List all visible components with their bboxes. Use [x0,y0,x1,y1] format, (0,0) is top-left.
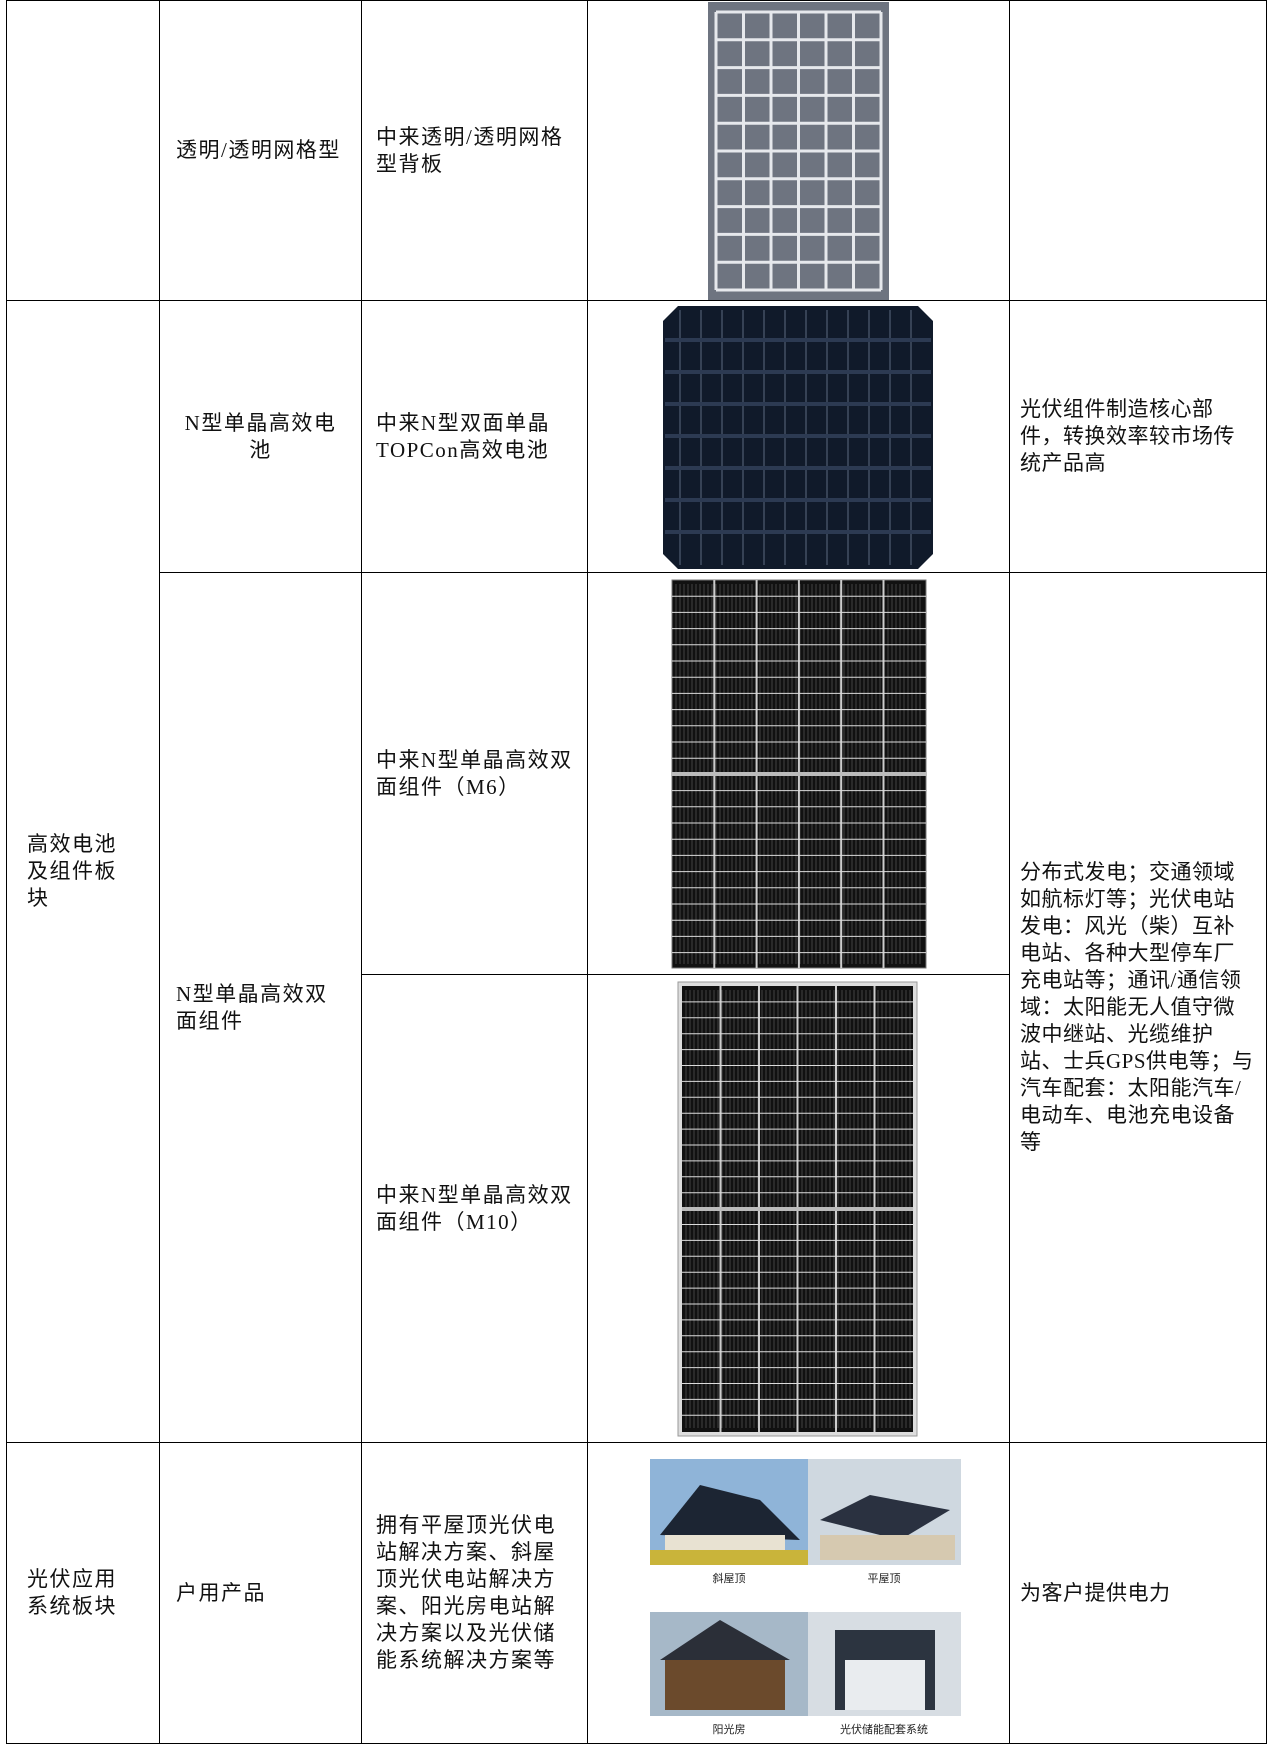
application: 光伏组件制造核心部件，转换效率较市场传统产品高 [1020,397,1235,475]
product-name: 拥有平屋顶光伏电站解决方案、斜屋顶光伏电站解决方案、阳光房电站解决方案以及光伏储… [376,1513,556,1672]
product: 透明/透明网格型 [176,138,341,162]
product-name: 中来N型双面单晶TOPCon高效电池 [376,410,551,462]
application-cell: 分布式发电；交通领域如航标灯等；光伏电站发电：风光（柴）互补电站、各种大型停车厂… [1009,572,1267,1443]
product-name: 中来透明/透明网格型背板 [376,124,564,176]
house-photos [650,1459,961,1716]
image-caption: 光伏储能配套系统 [840,1722,928,1736]
segment: 光伏应用系统板块 [27,1567,117,1618]
name-cell: 中来N型双面单晶TOPCon高效电池 [361,300,588,573]
image-caption: 斜屋顶 [713,1572,746,1585]
segment: 高效电池及组件板块 [27,832,117,910]
product: 户用产品 [176,1580,266,1605]
product: N型单晶高效电池 [184,410,337,462]
product-name: 中来N型单晶高效双面组件（M10） [376,1182,573,1234]
product-cell: N型单晶高效电池 [159,300,362,573]
image-caption: 阳光房 [713,1722,746,1736]
application: 为客户提供电力 [1020,1580,1171,1605]
image-caption: 平屋顶 [868,1572,901,1585]
product: N型单晶高效双面组件 [176,981,328,1033]
application-cell: 光伏组件制造核心部件，转换效率较市场传统产品高 [1009,300,1267,573]
product-name: 中来N型单晶高效双面组件（M6） [376,747,573,799]
application: 分布式发电；交通领域如航标灯等；光伏电站发电：风光（柴）互补电站、各种大型停车厂… [1020,860,1254,1154]
